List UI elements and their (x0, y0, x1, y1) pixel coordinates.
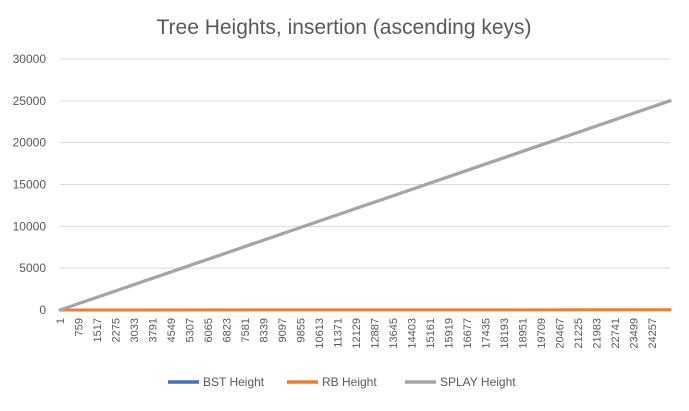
x-tick-label: 11371 (332, 318, 344, 348)
y-tick-label: 10000 (13, 219, 47, 233)
x-tick-label: 6823 (221, 318, 233, 342)
x-tick-label: 1517 (92, 318, 104, 342)
x-tick-label: 9097 (277, 318, 289, 342)
x-tick-label: 19709 (536, 318, 548, 349)
x-tick-label: 22741 (610, 318, 622, 349)
x-tick-label: 15161 (425, 318, 437, 349)
x-tick-label: 18193 (499, 318, 511, 349)
x-tick-label: 18951 (517, 318, 529, 349)
x-tick-label: 16677 (462, 318, 474, 349)
x-tick-label: 21983 (591, 318, 603, 349)
y-tick-label: 25000 (13, 94, 47, 108)
x-tick-label: 14403 (406, 318, 418, 349)
x-tick-label: 3033 (129, 318, 141, 342)
x-tick-label: 8339 (258, 318, 270, 342)
x-tick-label: 5307 (184, 318, 196, 342)
x-tick-label: 1 (55, 318, 67, 324)
legend: BST Height RB Height SPLAY Height (168, 375, 516, 389)
legend-label: BST Height (203, 375, 265, 389)
x-tick-label: 2275 (110, 318, 122, 342)
x-tick-label: 759 (73, 318, 85, 336)
x-tick-label: 12887 (369, 318, 381, 349)
gridlines (60, 59, 670, 268)
x-tick-label: 13645 (388, 318, 400, 349)
y-tick-label: 0 (39, 303, 46, 317)
y-tick-label: 20000 (13, 136, 47, 150)
chart-title: Tree Heights, insertion (ascending keys) (156, 16, 531, 39)
x-tick-label: 21225 (573, 318, 585, 349)
x-tick-label: 20467 (554, 318, 566, 349)
y-tick-label: 30000 (13, 52, 47, 66)
x-tick-label: 12129 (351, 318, 363, 349)
x-tick-label: 6065 (203, 318, 215, 342)
x-tick-label: 17435 (480, 318, 492, 349)
legend-label: RB Height (322, 375, 377, 389)
y-axis: 0 5000 10000 15000 20000 25000 30000 (13, 52, 47, 317)
x-tick-label: 4549 (166, 318, 178, 342)
x-tick-label: 9855 (295, 318, 307, 342)
y-tick-label: 5000 (19, 261, 46, 275)
x-tick-label: 10613 (314, 318, 326, 349)
series-lines (60, 101, 670, 310)
x-tick-label: 15919 (443, 318, 455, 349)
x-tick-label: 23499 (628, 318, 640, 349)
y-tick-label: 15000 (13, 178, 47, 192)
x-axis: 1 759 1517 2275 3033 3791 4549 5307 6065 6823 7581… (55, 310, 670, 349)
x-tick-label: 7581 (240, 318, 252, 342)
legend-label: SPLAY Height (440, 375, 516, 389)
series-line-splay (60, 101, 670, 310)
x-tick-label: 24257 (647, 318, 659, 349)
x-tick-label: 3791 (147, 318, 159, 342)
